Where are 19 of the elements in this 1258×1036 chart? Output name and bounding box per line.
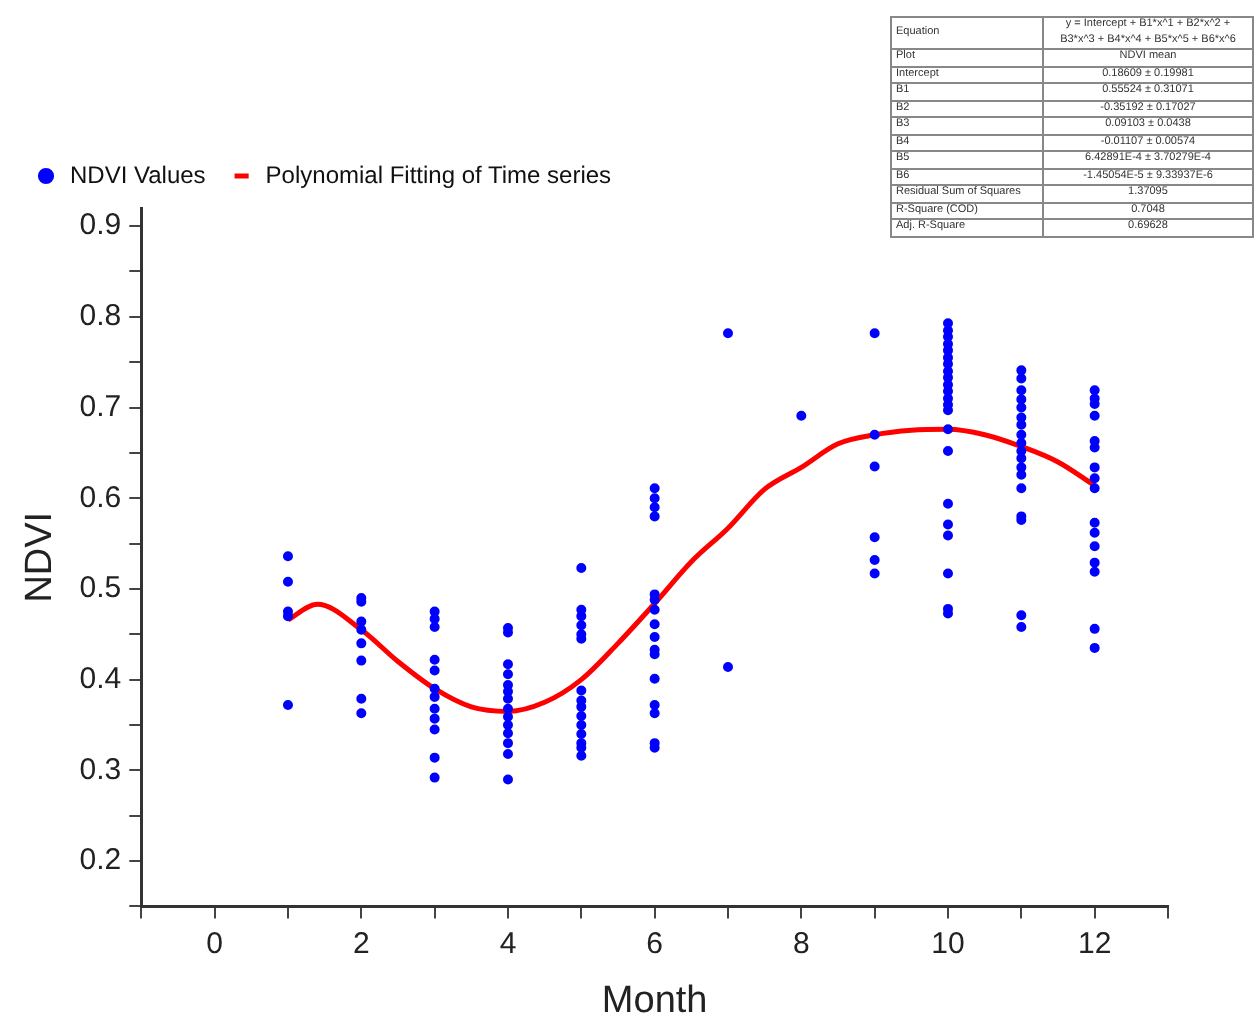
x-tick-label: 2 (352, 926, 370, 961)
legend-label: NDVI Values (70, 160, 206, 189)
x-tick-label: 12 (1077, 926, 1112, 961)
y-tick-label: 0.3 (79, 752, 122, 787)
y-tick-label: 0.8 (79, 299, 122, 334)
y-tick-label: 0.6 (79, 480, 122, 515)
x-tick-label: 8 (792, 926, 810, 961)
legend-label: Polynomial Fitting of Time series (265, 160, 612, 189)
y-tick-label: 0.5 (79, 571, 122, 606)
y-axis-title: NDVI (19, 511, 62, 603)
x-axis-title: Month (601, 979, 708, 1022)
y-tick-label: 0.7 (79, 389, 122, 424)
x-tick-label: 6 (646, 926, 663, 961)
x-tick-label: 0 (206, 926, 223, 961)
y-tick-label: 0.2 (79, 843, 122, 878)
y-tick-label: 0.9 (79, 208, 122, 243)
x-tick-label: 4 (499, 926, 517, 961)
y-tick-label: 0.4 (79, 661, 122, 696)
x-tick-label: 10 (931, 926, 965, 961)
